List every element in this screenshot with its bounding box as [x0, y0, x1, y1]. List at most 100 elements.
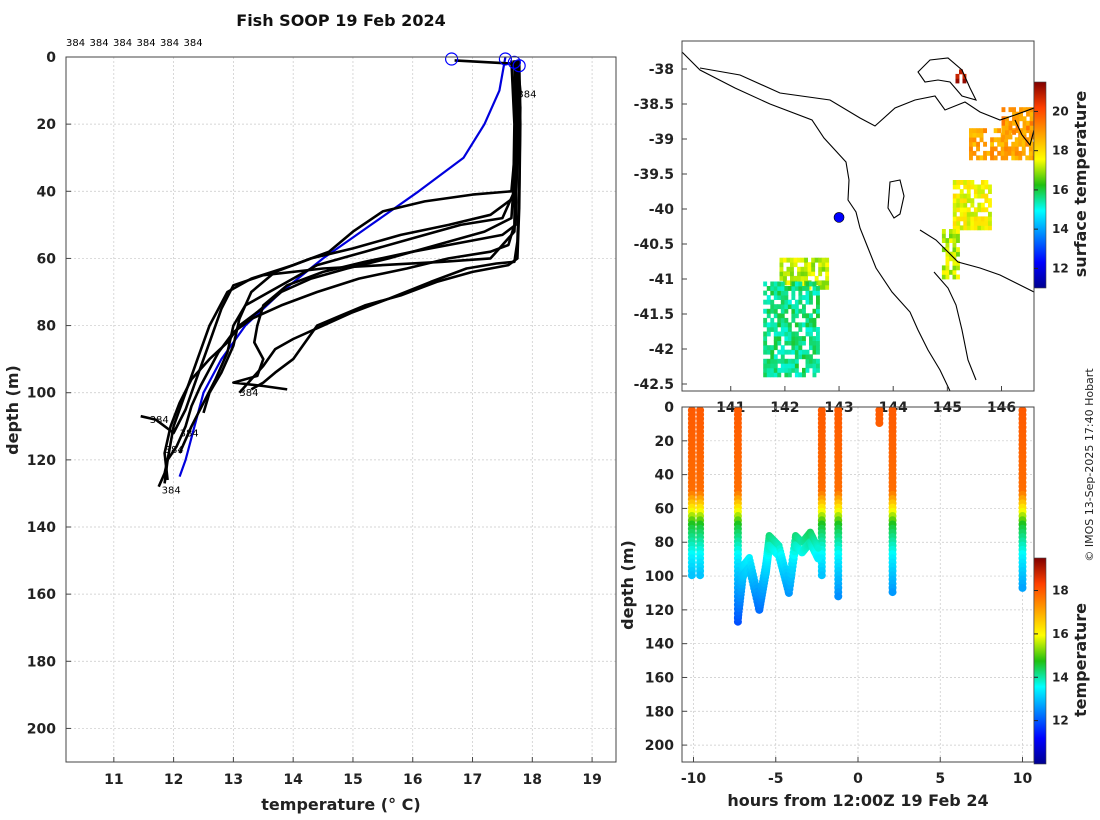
- sst-cell: [1028, 155, 1033, 161]
- sst-cell: [959, 225, 964, 231]
- sst-cell: [1005, 125, 1009, 131]
- sst-cell: [980, 193, 985, 199]
- sst-cell: [979, 132, 984, 138]
- sst-cell: [802, 308, 806, 314]
- sst-cell: [766, 327, 771, 332]
- sst-cell: [804, 262, 808, 268]
- sst-cell: [809, 317, 813, 323]
- sst-cell: [766, 308, 771, 314]
- sst-cell: [1026, 111, 1030, 117]
- sst-cell: [816, 345, 820, 351]
- sst-cell: [794, 363, 799, 369]
- sst-cell: [956, 193, 961, 199]
- sst-cell: [787, 327, 792, 332]
- sst-cell: [763, 340, 768, 346]
- profile-y-tick-label: 20: [37, 117, 57, 133]
- sst-cell: [791, 345, 796, 351]
- section-y-label: depth (m): [618, 540, 637, 630]
- sst-cell: [973, 220, 978, 226]
- sst-cell: [798, 295, 803, 300]
- sst-cell: [763, 358, 768, 364]
- sst-cell: [1005, 129, 1009, 135]
- sst-cell: [763, 308, 768, 314]
- sst-cell: [780, 299, 785, 305]
- section-y-tick-label: 180: [645, 704, 674, 720]
- map-background: [682, 41, 1034, 391]
- sst-cell: [812, 372, 817, 378]
- sst-cell: [1022, 107, 1027, 113]
- credit-text: © IMOS 13-Sep-2025 17:40 Hobart: [1083, 368, 1096, 562]
- sst-cell: [1018, 141, 1023, 147]
- sst-cell: [1029, 125, 1034, 131]
- sst-cell: [805, 317, 810, 323]
- sst-cell: [966, 180, 971, 185]
- profile-line: [140, 60, 522, 435]
- sst-cell: [973, 211, 978, 217]
- sst-cell: [791, 290, 796, 296]
- sst-cell: [983, 155, 987, 161]
- profile-x-label: temperature (° C): [261, 795, 420, 814]
- sst-cell: [784, 372, 789, 378]
- sst-cell: [794, 345, 799, 351]
- profile-y-tick-label: 100: [27, 386, 56, 402]
- sst-cell: [802, 322, 806, 328]
- sst-cell: [802, 354, 806, 360]
- sst-cell: [952, 198, 957, 204]
- sst-cell: [970, 220, 975, 226]
- sst-cell: [766, 322, 771, 328]
- sst-cell: [816, 331, 820, 337]
- sst-cell: [811, 257, 816, 263]
- sst-cell: [780, 358, 785, 364]
- sst-cell: [816, 308, 820, 314]
- sst-cell: [941, 269, 946, 275]
- section-y-tick-label: 140: [645, 637, 674, 653]
- sst-cell: [1000, 146, 1005, 152]
- sst-cell: [812, 349, 817, 355]
- section-y-tick-label: 80: [655, 535, 675, 551]
- sst-cell: [811, 266, 816, 272]
- sst-cell: [1025, 155, 1030, 161]
- sst-cell: [809, 295, 813, 300]
- sst-cell: [794, 331, 799, 337]
- sst-cell: [1011, 146, 1016, 152]
- sst-cell: [816, 286, 820, 291]
- sst-cell: [798, 336, 803, 341]
- sst-cell: [952, 251, 957, 257]
- map-y-tick-label: -38.5: [634, 97, 674, 113]
- sst-cell: [825, 266, 830, 272]
- sst-cell: [777, 313, 782, 319]
- sst-cell: [976, 155, 980, 161]
- sst-cell: [1000, 150, 1005, 156]
- sst-cell: [791, 286, 796, 291]
- sst-cell: [780, 313, 785, 319]
- sst-cell: [821, 280, 826, 286]
- sst-cell: [773, 281, 778, 287]
- sst-cell: [952, 247, 957, 253]
- sst-cell: [1021, 141, 1026, 147]
- map-y-tick-label: -42.5: [634, 377, 674, 393]
- sst-cell: [777, 286, 782, 291]
- sst-cell: [790, 262, 794, 268]
- sst-cell: [949, 269, 953, 275]
- sst-cell: [787, 349, 792, 355]
- sst-cell: [816, 299, 820, 305]
- sst-cell: [997, 128, 1002, 134]
- sst-cell: [966, 216, 971, 222]
- sst-cell: [805, 363, 810, 369]
- sst-cell: [966, 211, 971, 217]
- sst-cell: [1004, 155, 1009, 161]
- sst-cell: [805, 286, 810, 291]
- section-x-tick-label: -10: [681, 771, 707, 787]
- sst-cell: [766, 367, 771, 373]
- sst-cell: [983, 128, 987, 134]
- sst-cell: [956, 198, 961, 204]
- section-colorbar-tick-label: 12: [1052, 714, 1069, 728]
- sst-cell: [1019, 107, 1023, 113]
- profile-id-label: 384: [517, 89, 536, 100]
- sst-cell: [963, 225, 968, 231]
- sst-cell: [1025, 141, 1030, 147]
- sst-cell: [798, 327, 803, 332]
- sst-cell: [807, 266, 812, 272]
- sst-cell: [945, 260, 950, 266]
- sst-cell: [980, 207, 985, 213]
